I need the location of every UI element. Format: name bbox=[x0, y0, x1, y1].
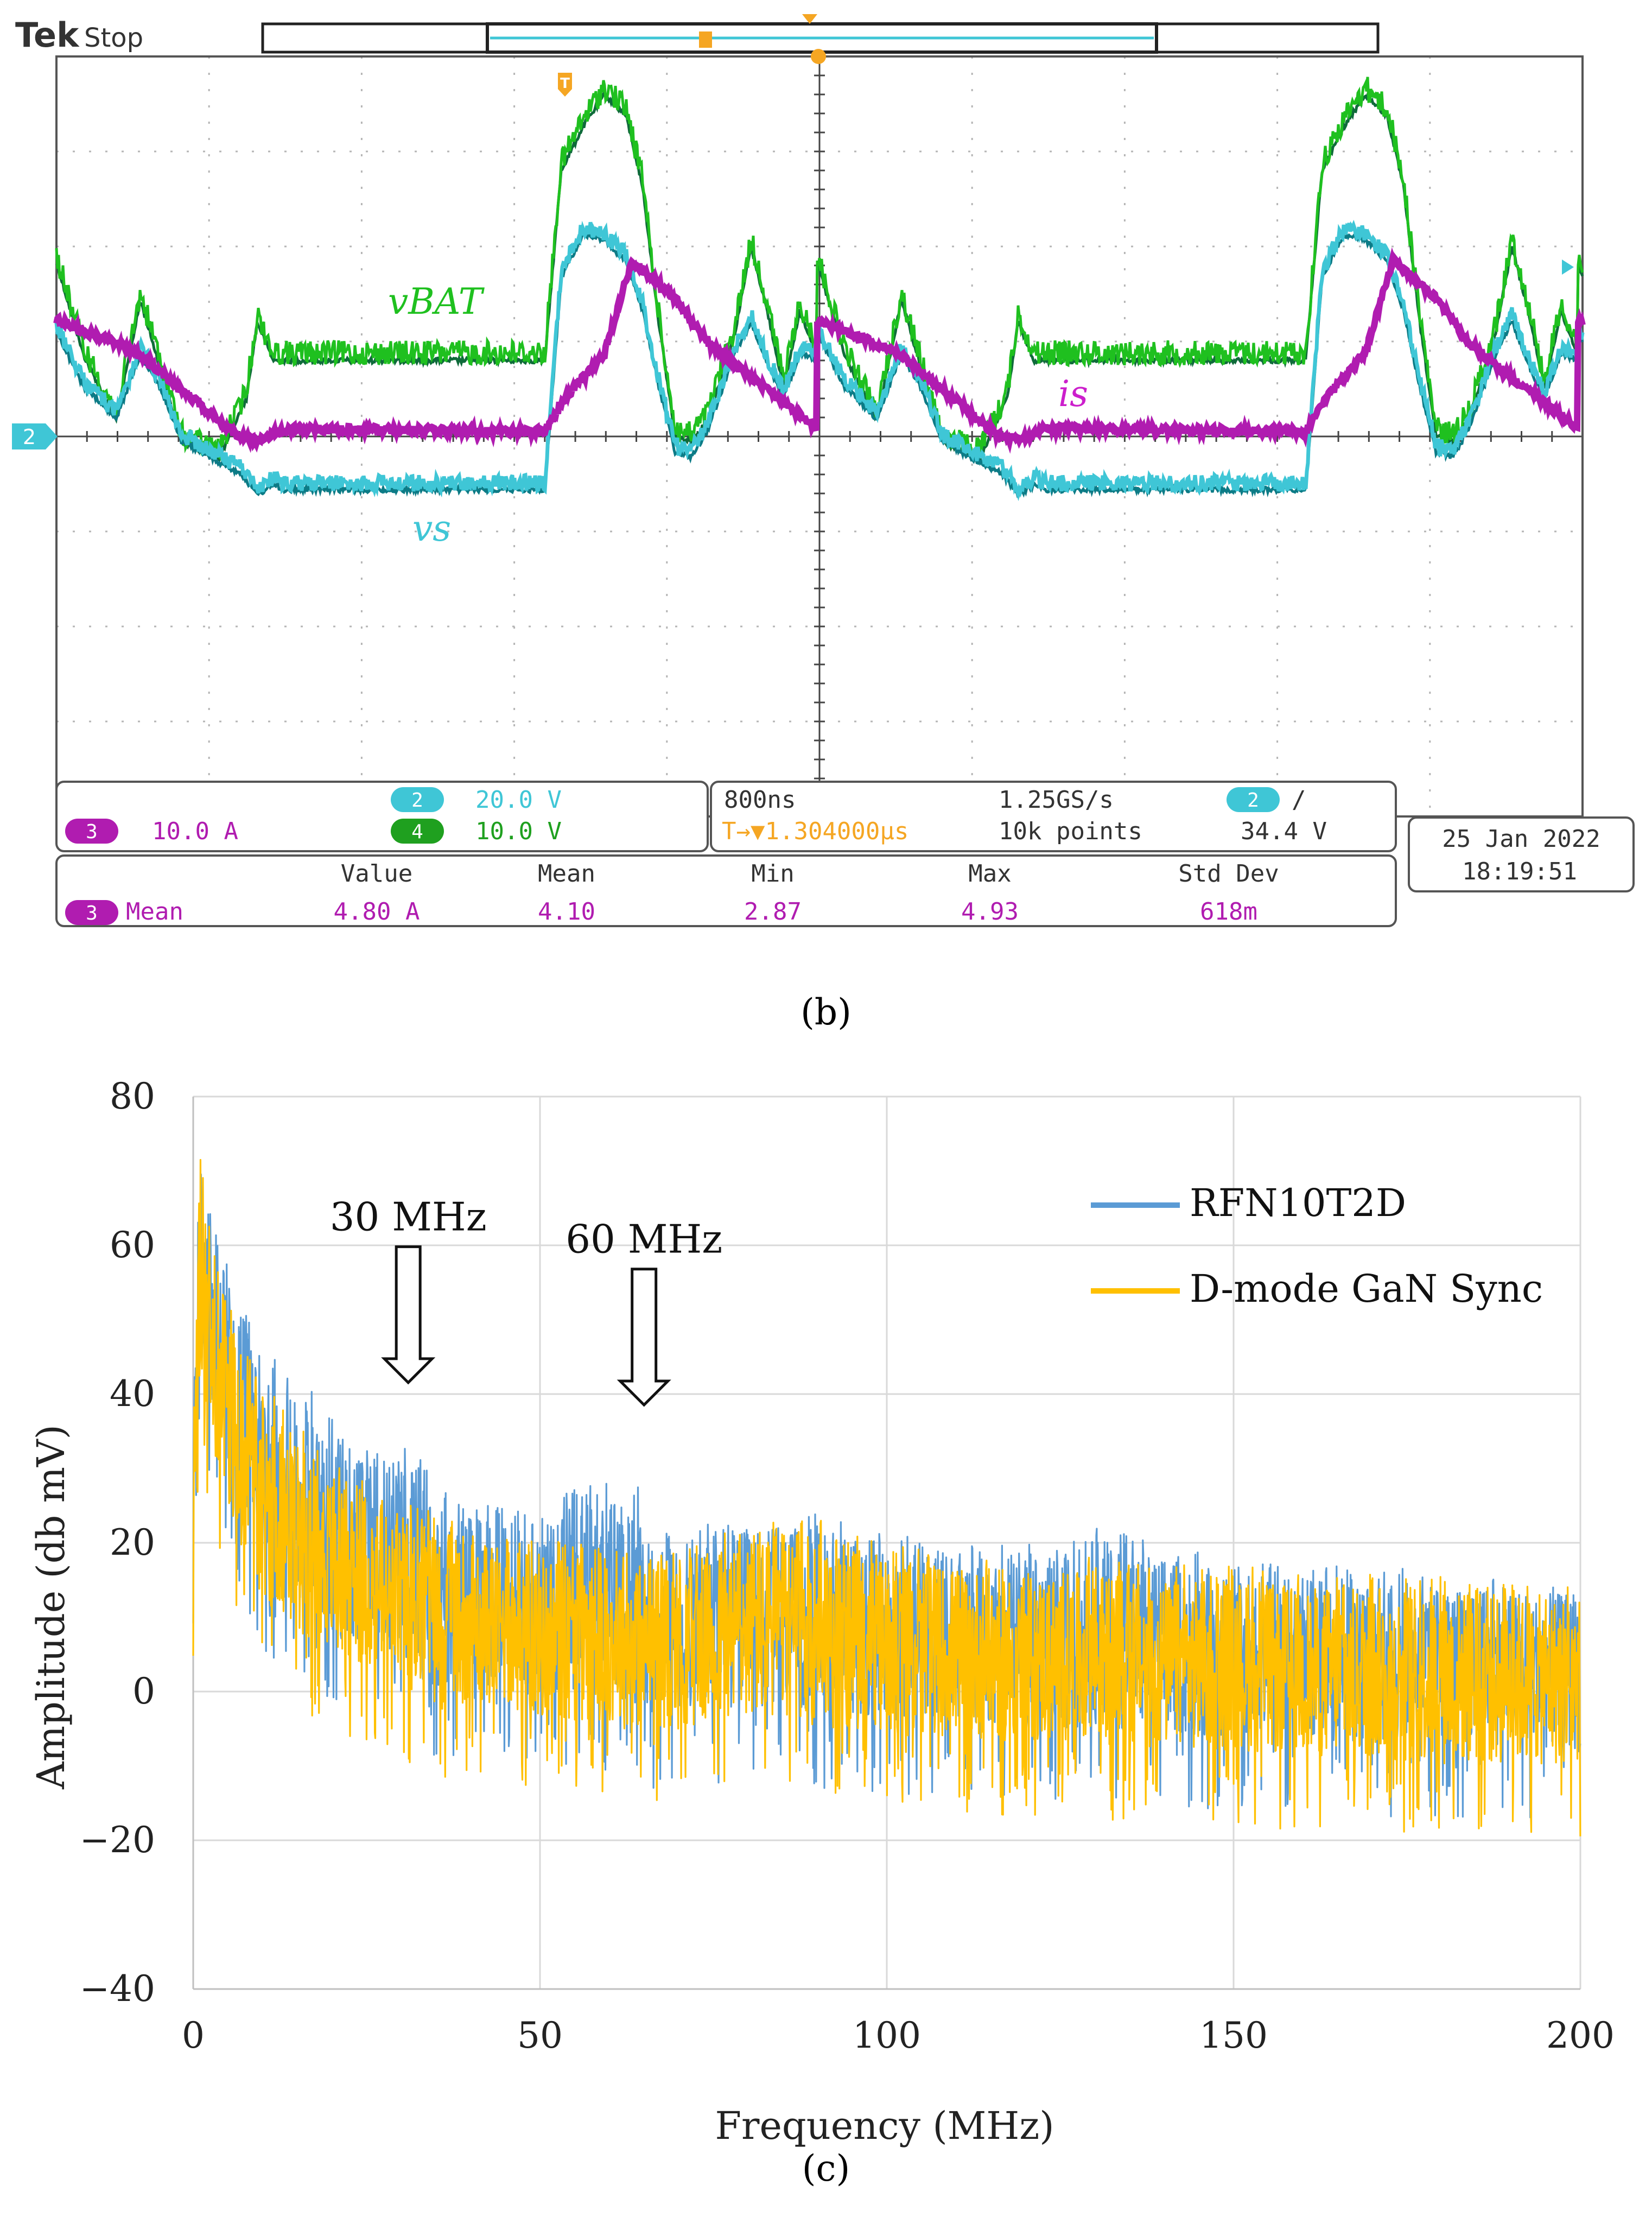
y-tick-label: 80 bbox=[110, 1075, 155, 1117]
channel-readout: 2 20.0 V 3 10.0 A 4 10.0 V bbox=[55, 781, 709, 852]
svg-text:T: T bbox=[560, 75, 570, 92]
timebase: 800ns bbox=[724, 786, 796, 814]
spectrum-canvas: 0 50 100 150 200 −40 −20 0 20 40 60 80 30 MHz 60 MHz… bbox=[29, 1075, 1615, 2148]
y-tick-label: −20 bbox=[80, 1819, 155, 1861]
brand-label: Tek bbox=[15, 15, 80, 55]
meas-header-min: Min bbox=[751, 860, 794, 888]
ch4-vbat-trace bbox=[55, 77, 1584, 462]
y-tick-label: 0 bbox=[132, 1670, 155, 1712]
ch3-badge bbox=[65, 819, 118, 844]
y-tick-label: 20 bbox=[110, 1522, 155, 1563]
legend-label: RFN10T2D bbox=[1190, 1181, 1406, 1225]
y-tick-label: 60 bbox=[110, 1224, 155, 1266]
y-axis-label: Amplitude (db mV) bbox=[29, 1424, 73, 1790]
datetime-readout: 25 Jan 2022 18:19:51 bbox=[1408, 816, 1635, 892]
meas-mean: 4.10 bbox=[538, 898, 595, 926]
meas-value: 4.80 A bbox=[334, 898, 420, 926]
record-position-marker bbox=[802, 14, 817, 24]
meas-header-max: Max bbox=[968, 860, 1011, 888]
meas-channel-badge bbox=[65, 900, 118, 925]
record-trigger-marker bbox=[699, 31, 712, 48]
y-tick-label: −40 bbox=[80, 1968, 155, 2010]
x-tick-label: 200 bbox=[1546, 2015, 1615, 2056]
x-tick-label: 150 bbox=[1199, 2015, 1268, 2056]
ch3-scale: 10.0 A bbox=[152, 818, 238, 845]
caption-c: (c) bbox=[802, 2148, 850, 2189]
annotation-label: 30 MHz bbox=[330, 1194, 487, 1240]
meas-header-value: Value bbox=[341, 860, 412, 888]
x-axis-label: Frequency (MHz) bbox=[715, 2104, 1054, 2148]
graticule bbox=[55, 55, 1584, 818]
caption-b: (b) bbox=[800, 991, 852, 1033]
svg-text:2: 2 bbox=[23, 425, 36, 449]
trigger-channel: 2 bbox=[1247, 789, 1259, 812]
v-s-label: vs bbox=[412, 508, 451, 549]
trigger-level: 34.4 V bbox=[1241, 818, 1327, 845]
time: 18:19:51 bbox=[1462, 858, 1577, 885]
oscilloscope-canvas: Tek Stop T 2 vBAT is vs bbox=[12, 14, 1635, 927]
meas-channel: 3 bbox=[86, 902, 98, 924]
ch2-offscale-arrow bbox=[1562, 259, 1574, 275]
x-tick-label: 50 bbox=[517, 2015, 563, 2056]
x-tick-label: 100 bbox=[853, 2015, 921, 2056]
ch4-badge bbox=[391, 819, 444, 844]
spectrum-legend: RFN10T2D D-mode GaN Sync bbox=[1091, 1181, 1543, 1311]
spectrum-grid bbox=[192, 1095, 1581, 1990]
ch4-num: 4 bbox=[411, 821, 423, 843]
ch3-is-trace bbox=[53, 247, 1586, 454]
ch2-ground-marker: 2 bbox=[12, 423, 58, 449]
date: 25 Jan 2022 bbox=[1442, 825, 1600, 853]
meas-name: Mean bbox=[126, 898, 183, 926]
annotation-arrow bbox=[381, 1245, 436, 1385]
spectrum-ticks: 0 50 100 150 200 −40 −20 0 20 40 60 80 bbox=[80, 1075, 1615, 2056]
ch4-scale: 10.0 V bbox=[475, 818, 562, 845]
annotation-arrow bbox=[617, 1268, 671, 1407]
y-tick-label: 40 bbox=[110, 1373, 155, 1415]
spectrum-annotations: 30 MHz 60 MHz bbox=[330, 1194, 722, 1407]
legend-label: D-mode GaN Sync bbox=[1190, 1266, 1543, 1311]
record-length: 10k points bbox=[999, 818, 1142, 845]
trigger-position: T→▼1.304000μs bbox=[722, 818, 908, 845]
series-line-d-mode-gan-sync bbox=[192, 1159, 1581, 1836]
i-s-label: is bbox=[1058, 373, 1088, 415]
v-bat-label: vBAT bbox=[388, 281, 485, 322]
meas-min: 2.87 bbox=[744, 898, 802, 926]
ch2-num: 2 bbox=[411, 789, 423, 812]
timebase-readout: 800ns 1.25GS/s T→▼1.304000μs 10k points … bbox=[710, 781, 1397, 852]
x-tick-label: 0 bbox=[182, 2015, 205, 2056]
meas-stddev: 618m bbox=[1200, 898, 1257, 926]
measurement-readout: Value Mean Min Max Std Dev 3 Mean 4.80 A… bbox=[55, 854, 1397, 927]
ch3-num: 3 bbox=[86, 821, 98, 843]
spectrum-series bbox=[192, 1159, 1581, 1836]
meas-header-stddev: Std Dev bbox=[1178, 860, 1279, 888]
oscilloscope-screen: Tek Stop T 2 vBAT is vs bbox=[0, 0, 1652, 955]
waveforms bbox=[53, 77, 1586, 502]
ch2-scale: 20.0 V bbox=[475, 786, 562, 814]
sample-rate: 1.25GS/s bbox=[999, 786, 1114, 814]
trigger-channel-badge bbox=[1227, 787, 1280, 812]
annotation-label: 60 MHz bbox=[566, 1217, 722, 1262]
trigger-slope: ∕ bbox=[1292, 786, 1306, 814]
meas-max: 4.93 bbox=[961, 898, 1019, 926]
horizontal-position-marker bbox=[811, 49, 826, 64]
spectrum-chart: 0 50 100 150 200 −40 −20 0 20 40 60 80 30 MHz 60 MHz… bbox=[0, 1053, 1652, 2221]
run-state-label: Stop bbox=[84, 23, 143, 53]
trigger-marker: T bbox=[558, 73, 572, 97]
ch2-badge bbox=[391, 787, 444, 812]
meas-header-mean: Mean bbox=[538, 860, 595, 888]
